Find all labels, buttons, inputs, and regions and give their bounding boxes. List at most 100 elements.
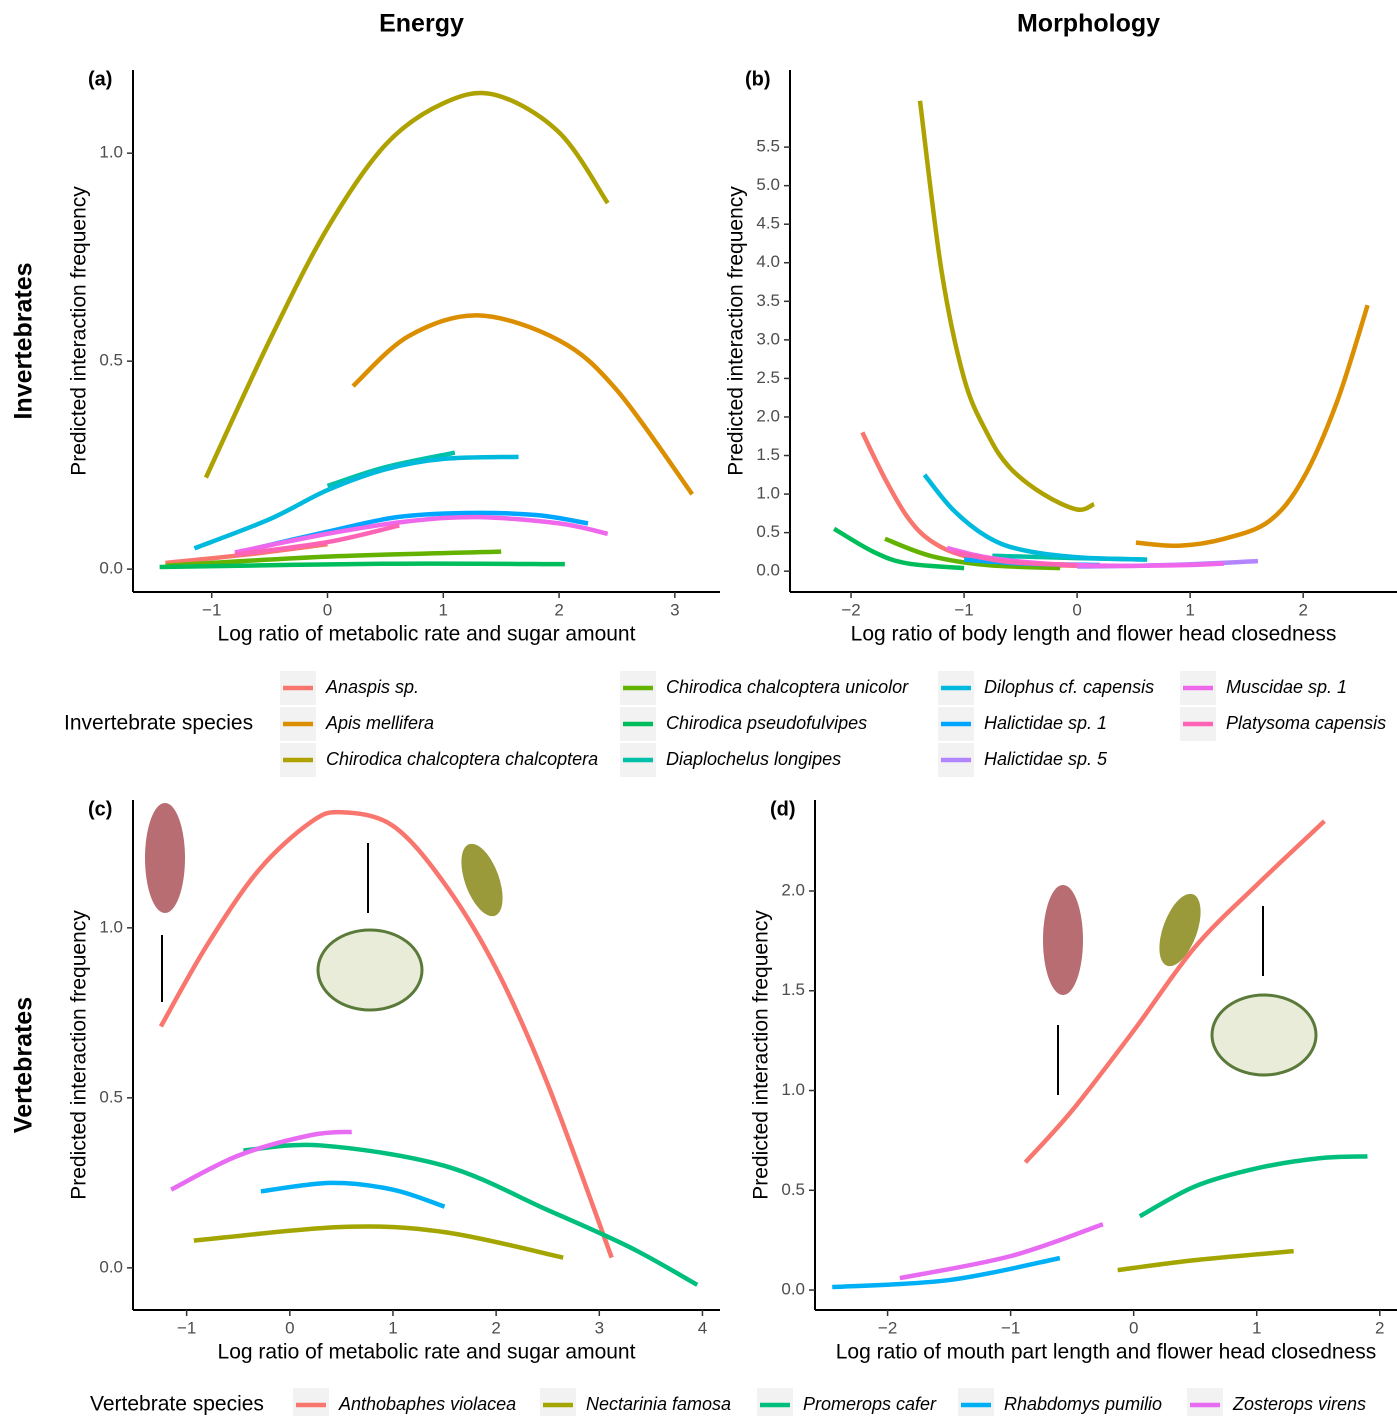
row-label: Invertebrates [10,262,38,419]
y-tick-label: 0.0 [99,1257,123,1276]
legend-label: Chirodica chalcoptera chalcoptera [326,749,598,769]
y-tick-label: 5.0 [756,175,780,194]
x-axis-title: Log ratio of metabolic rate and sugar am… [218,1341,636,1364]
y-tick-label: 2.0 [756,406,780,425]
series-line [1140,1156,1368,1216]
y-tick-label: 1.0 [781,1080,805,1099]
x-tick-label: 1 [439,600,448,619]
legend-label: Muscidae sp. 1 [1226,677,1347,697]
y-axis-title: Predicted interaction frequency [750,910,773,1200]
series-line [353,315,692,494]
legend-label: Diaplochelus longipes [666,749,841,769]
x-tick-label: −2 [878,1318,897,1337]
y-tick-label: 5.5 [756,137,780,156]
legend-label: Anaspis sp. [325,677,419,697]
series-line [206,93,608,478]
y-tick-label: 1.5 [756,445,780,464]
legend-label: Halictidae sp. 1 [984,713,1107,733]
panel-label: (b) [745,68,771,90]
legend-label: Chirodica pseudofulvipes [666,713,867,733]
y-tick-label: 0.5 [756,522,780,541]
y-tick-label: 4.0 [756,252,780,271]
legend-title: Invertebrate species [64,712,253,735]
series-line [243,1145,697,1285]
figure: −1 0 1 2 3 0.0 0.5 1.0 Log ratio of metabolic ra… [0,0,1397,1416]
legend-label: Apis mellifera [325,713,434,733]
x-tick-label: −2 [841,600,860,619]
protea-flower [145,803,185,913]
panel-title: Morphology [1017,10,1160,38]
series-line [862,432,1077,565]
y-axis-title: Predicted interaction frequency [725,186,748,476]
y-tick-label: 1.5 [781,980,805,999]
legend-label: Dilophus cf. capensis [984,677,1154,697]
x-axis-title: Log ratio of mouth part length and flowe… [836,1341,1377,1364]
x-tick-label: −1 [954,600,973,619]
sunbird [1151,888,1209,971]
series-line [1118,1251,1294,1270]
x-tick-label: 1 [1252,1318,1261,1337]
y-tick-label: 3.0 [756,329,780,348]
y-tick-label: 2.0 [781,880,805,899]
legend-label: Rhabdomys pumilio [1004,1394,1162,1414]
protea-flower [1043,885,1083,995]
legend-key [293,1388,329,1416]
y-tick-label: 1.0 [756,484,780,503]
row-label: Vertebrates [10,997,38,1133]
legend-label: Chirodica chalcoptera unicolor [666,677,909,697]
x-tick-label: 0 [1129,1318,1138,1337]
y-axis-title: Predicted interaction frequency [68,186,91,476]
y-tick-label: 0.0 [99,559,123,578]
x-tick-label: 0 [285,1318,294,1337]
series-line [161,812,612,1258]
legend-label: Platysoma capensis [1226,713,1386,733]
y-tick-label: 1.0 [99,917,123,936]
y-tick-label: 0.0 [756,561,780,580]
legend-key [757,1388,793,1416]
white-flower [1212,995,1316,1075]
white-flower [318,930,422,1010]
x-axis-title: Log ratio of metabolic rate and sugar am… [218,623,636,646]
x-tick-label: 2 [491,1318,500,1337]
legend-label: Nectarinia famosa [586,1394,731,1414]
legend-key [958,1388,994,1416]
x-tick-label: 3 [595,1318,604,1337]
legend-label: Zosterops virens [1232,1394,1366,1414]
x-tick-label: −1 [177,1318,196,1337]
y-tick-label: 0.5 [781,1180,805,1199]
x-tick-label: 3 [670,600,679,619]
panel-label: (d) [770,798,796,820]
x-tick-label: −1 [202,600,221,619]
panel-title: Energy [379,10,464,38]
legend-label: Promerops cafer [803,1394,937,1414]
panel-label: (c) [88,798,112,820]
x-axis-title: Log ratio of body length and flower head… [851,623,1337,646]
x-tick-label: 1 [388,1318,397,1337]
series-line [832,1258,1060,1287]
legend-key [1187,1388,1223,1416]
y-tick-label: 3.5 [756,291,780,310]
y-tick-label: 0.5 [99,351,123,370]
illustrations [145,803,1316,1095]
x-tick-label: 1 [1185,600,1194,619]
x-tick-label: 4 [698,1318,707,1337]
series-line [920,101,1094,510]
y-tick-label: 0.0 [781,1280,805,1299]
x-tick-label: −1 [1001,1318,1020,1337]
x-tick-label: 0 [1072,600,1081,619]
x-tick-label: 2 [554,600,563,619]
series-line [194,1227,563,1258]
series-line [261,1183,445,1207]
y-tick-label: 2.5 [756,368,780,387]
x-tick-label: 0 [323,600,332,619]
series-line [1025,821,1324,1162]
series-line [1136,305,1368,546]
series-line [235,525,399,554]
y-axis-title: Predicted interaction frequency [68,910,91,1200]
y-tick-label: 1.0 [99,143,123,162]
y-tick-label: 4.5 [756,214,780,233]
legend-label: Anthobaphes violacea [338,1394,516,1414]
legend-title: Vertebrate species [90,1393,264,1416]
x-tick-label: 2 [1298,600,1307,619]
x-tick-label: 2 [1375,1318,1384,1337]
